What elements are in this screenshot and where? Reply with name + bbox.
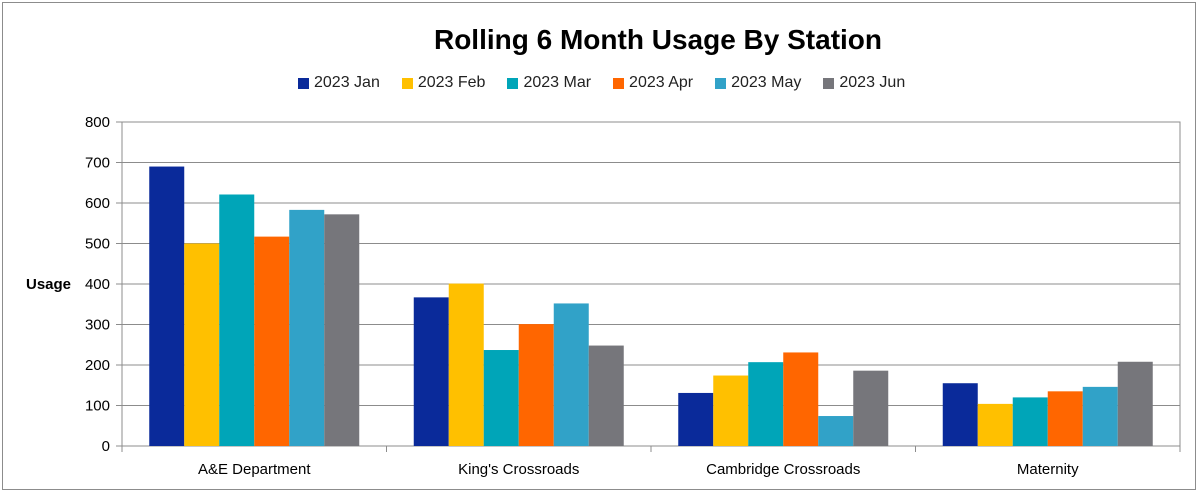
- legend-item: 2023 Mar: [507, 74, 591, 92]
- y-tick-label: 700: [85, 155, 110, 172]
- bar: [942, 383, 978, 446]
- bar: [553, 303, 589, 446]
- bar: [149, 166, 185, 447]
- bar: [1117, 361, 1153, 446]
- legend-item: 2023 Apr: [613, 74, 693, 92]
- y-tick-label: 100: [85, 398, 110, 415]
- y-tick-label: 600: [85, 195, 110, 212]
- bar: [219, 194, 255, 446]
- legend-label: 2023 Jun: [839, 74, 906, 91]
- legend-label: 2023 Jan: [314, 74, 380, 91]
- y-tick-label: 0: [102, 438, 110, 455]
- legend-label: 2023 May: [731, 74, 802, 91]
- bar: [518, 324, 554, 446]
- bar: [184, 243, 220, 446]
- legend-swatch: [823, 77, 835, 89]
- bar: [588, 345, 624, 446]
- x-tick-label: A&E Department: [198, 461, 311, 478]
- bar: [483, 350, 519, 446]
- legend-swatch: [401, 77, 413, 89]
- bar: [977, 403, 1013, 446]
- bar: [1047, 391, 1083, 446]
- legend-label: 2023 Feb: [417, 74, 486, 91]
- x-tick-label: Cambridge Crossroads: [706, 461, 860, 478]
- legend-swatch: [507, 77, 519, 89]
- bar: [289, 209, 325, 446]
- legend-label: 2023 Apr: [629, 74, 694, 91]
- x-tick-label: King's Crossroads: [458, 461, 579, 478]
- legend-item: 2023 May: [715, 74, 801, 92]
- bar: [818, 416, 854, 446]
- bar: [713, 375, 749, 446]
- bar: [448, 283, 484, 446]
- legend-item: 2023 Feb: [401, 74, 486, 92]
- legend-swatch: [613, 77, 625, 89]
- y-tick-label: 400: [85, 276, 110, 293]
- bar: [678, 392, 714, 446]
- y-tick-label: 200: [85, 357, 110, 374]
- x-tick-label: Maternity: [1017, 461, 1079, 478]
- bar: [783, 352, 819, 446]
- legend-item: 2023 Jun: [823, 74, 905, 92]
- y-tick-label: 300: [85, 317, 110, 334]
- legend-swatch: [715, 77, 727, 89]
- chart-title: Rolling 6 Month Usage By Station: [433, 24, 882, 55]
- y-axis-label: Usage: [26, 276, 72, 293]
- chart-legend: 2023 Jan 2023 Feb 2023 Mar 2023 Apr 2023 May…: [298, 74, 927, 92]
- y-tick-label: 500: [85, 236, 110, 253]
- bar: [1082, 386, 1118, 446]
- legend-label: 2023 Mar: [523, 74, 592, 91]
- y-tick-label: 800: [85, 114, 110, 131]
- bar: [853, 370, 889, 446]
- bar: [748, 362, 784, 446]
- legend-item: 2023 Jan: [298, 74, 380, 92]
- legend-swatch: [298, 77, 309, 89]
- bar: [413, 297, 449, 446]
- bar: [1012, 397, 1048, 446]
- bar: [324, 214, 360, 446]
- bar: [254, 236, 290, 446]
